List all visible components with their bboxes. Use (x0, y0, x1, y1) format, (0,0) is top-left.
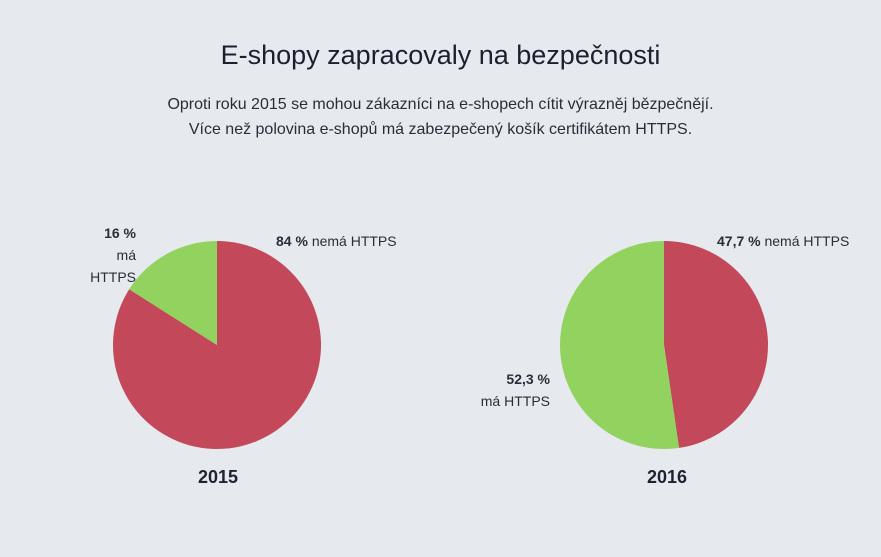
subtitle-line-1: Oproti roku 2015 se mohou zákazníci na e… (167, 96, 714, 113)
label-2016-https: 52,3 % má HTTPS (480, 371, 550, 409)
year-2016: 2016 (646, 467, 688, 487)
subtitle-line-2: Více než polovina e-shopů má zabezpečený… (188, 121, 693, 138)
label-2015-https: 16 % má HTTPS (90, 225, 136, 285)
label-2015-no-https: 84 % nemá HTTPS (276, 233, 397, 249)
pie-2016-slice-1 (560, 241, 679, 449)
label-2016-no-https: 47,7 % nemá HTTPS (717, 233, 850, 249)
pie-2015-slice-1 (129, 241, 217, 345)
year-2015: 2015 (197, 467, 239, 487)
page-title: E-shopy zapracovaly na bezpečnosti (220, 40, 661, 70)
pie-2016-slice-0 (664, 241, 769, 448)
